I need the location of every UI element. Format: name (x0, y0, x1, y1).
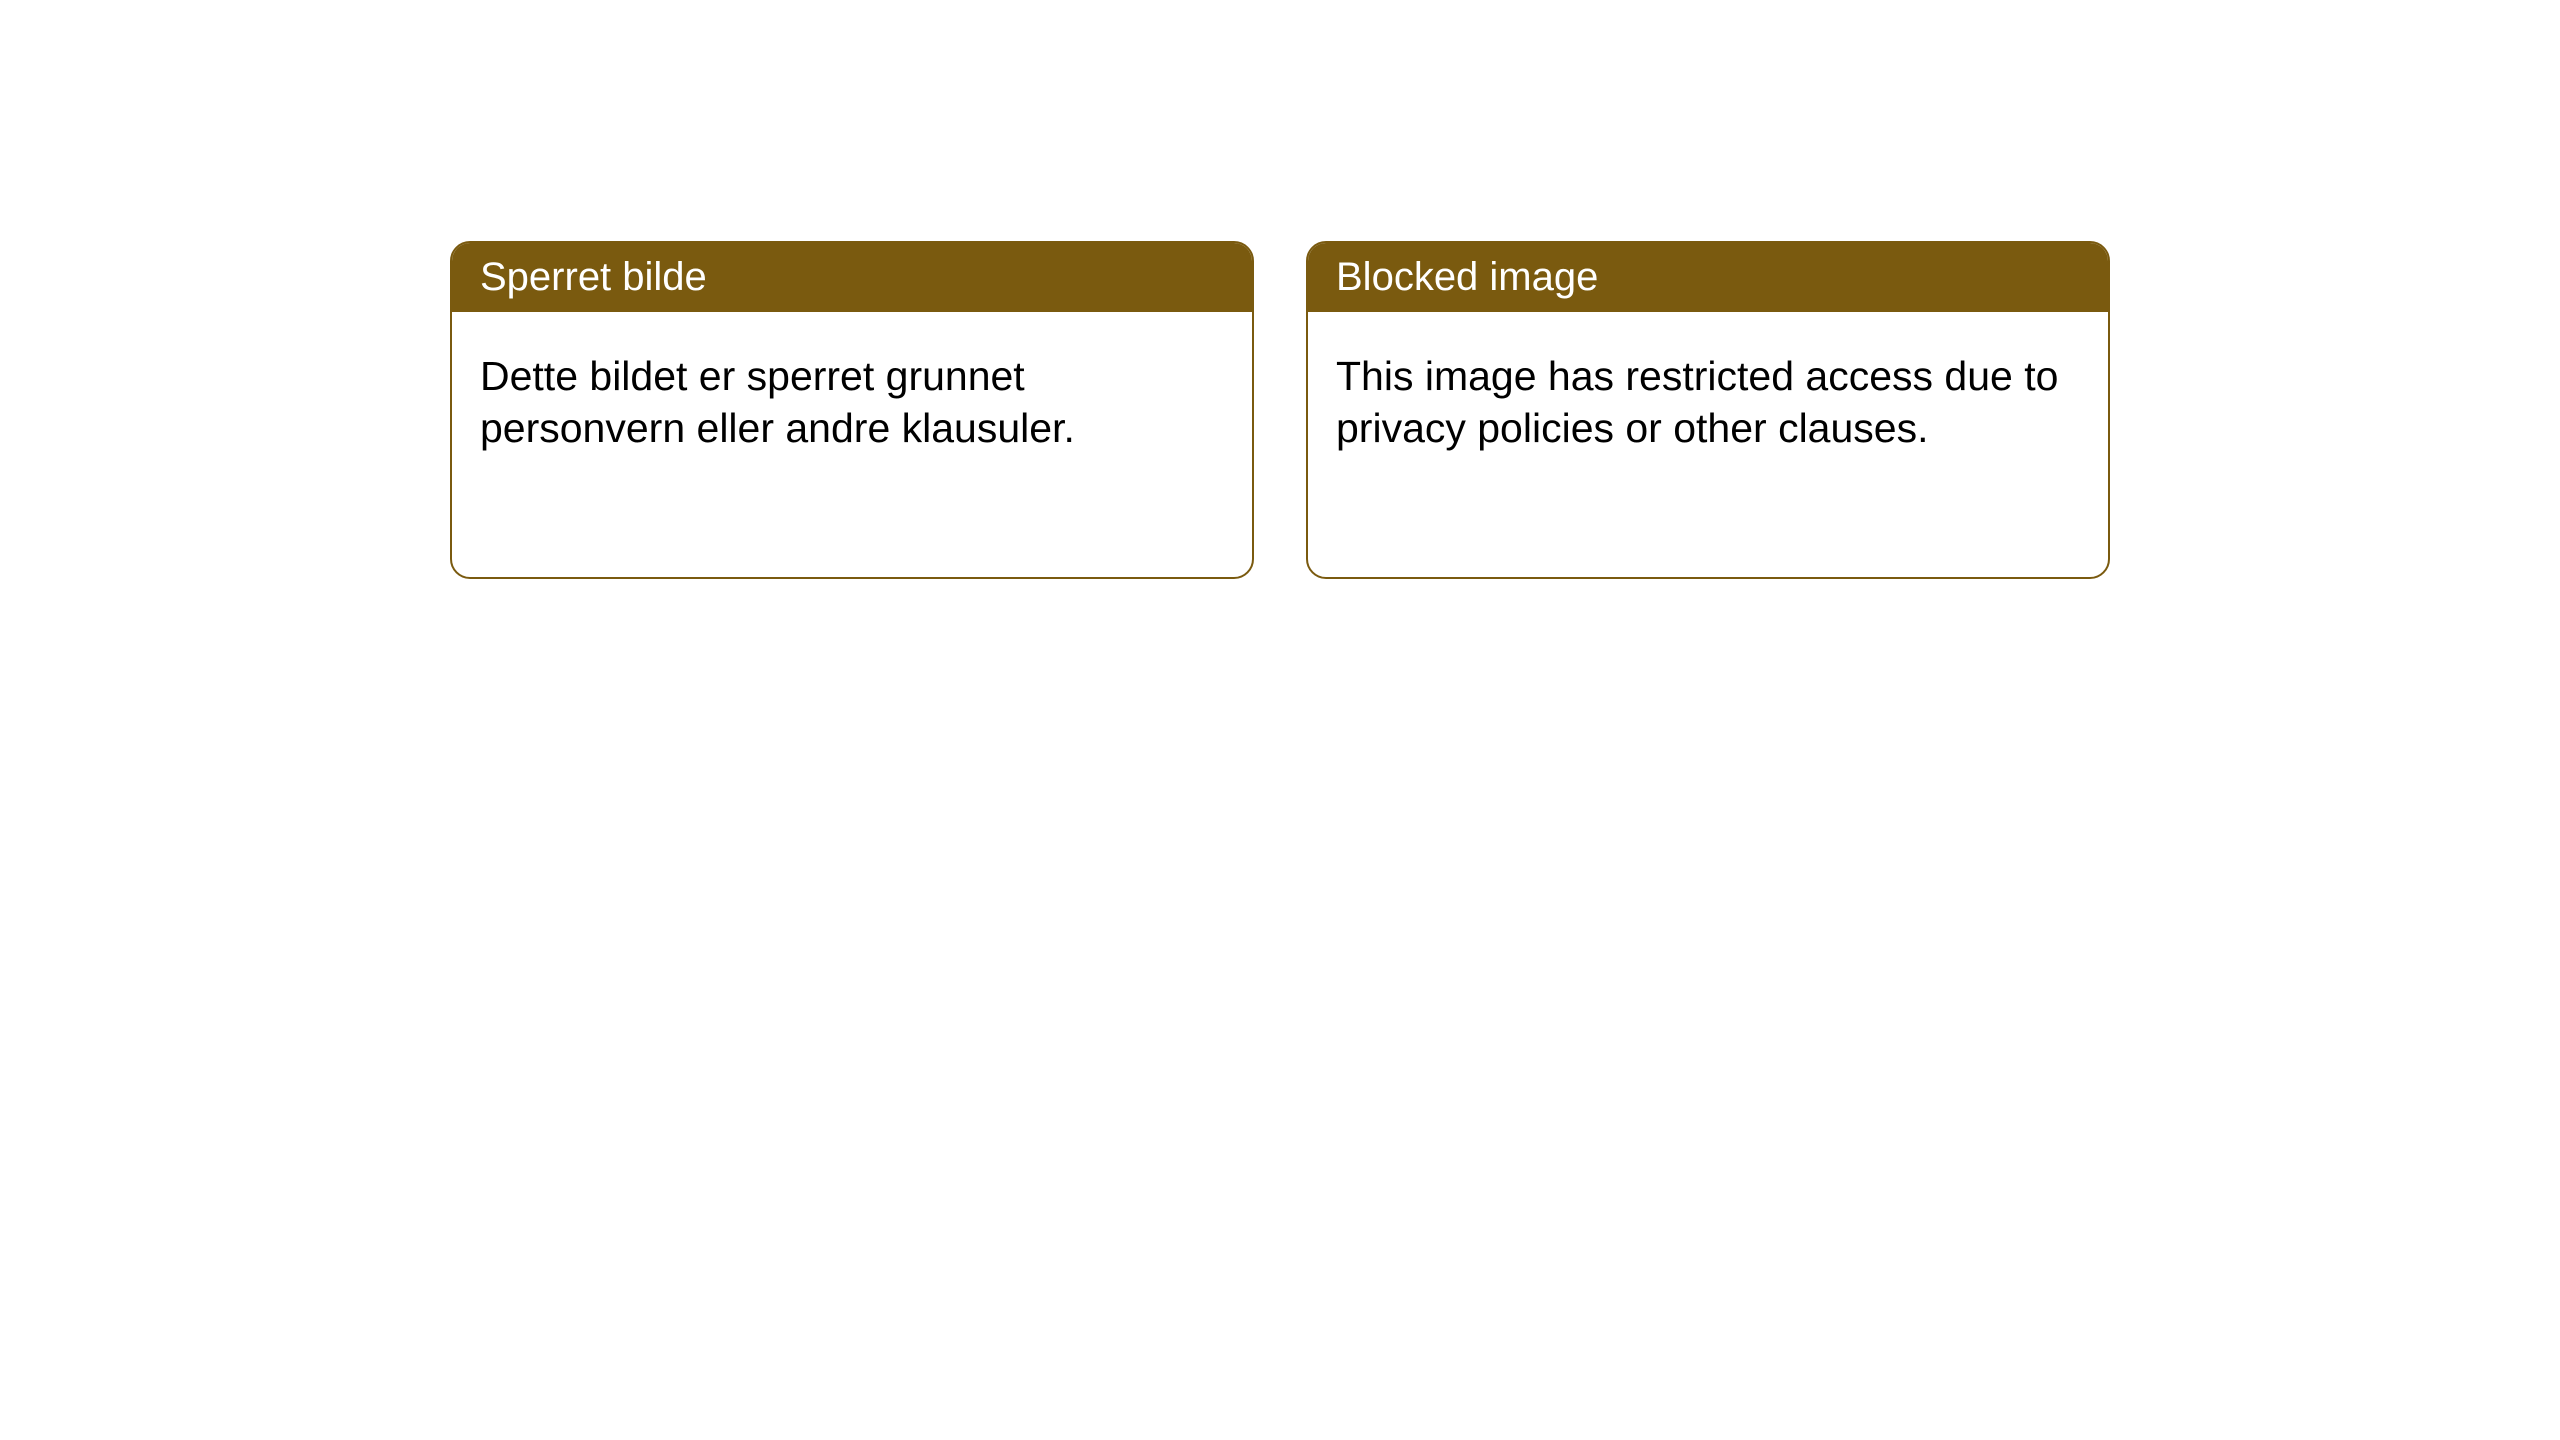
blocked-image-card-en: Blocked image This image has restricted … (1306, 241, 2110, 579)
card-title-no: Sperret bilde (452, 243, 1252, 312)
card-body-en: This image has restricted access due to … (1308, 312, 2108, 493)
card-body-no: Dette bildet er sperret grunnet personve… (452, 312, 1252, 493)
card-title-en: Blocked image (1308, 243, 2108, 312)
blocked-image-card-no: Sperret bilde Dette bildet er sperret gr… (450, 241, 1254, 579)
notice-cards-container: Sperret bilde Dette bildet er sperret gr… (450, 241, 2110, 579)
